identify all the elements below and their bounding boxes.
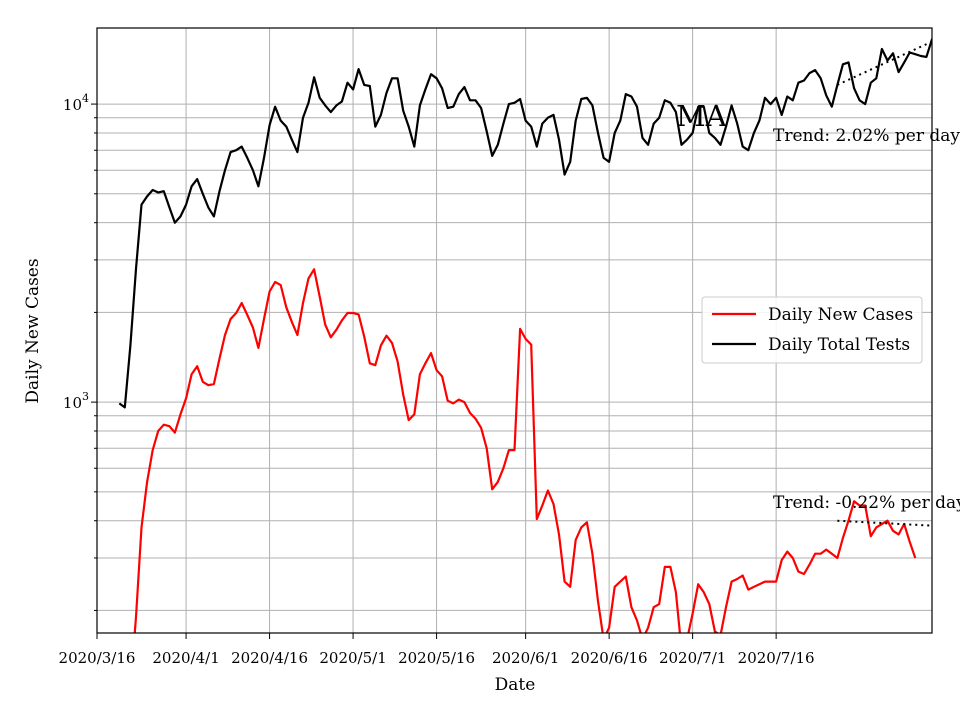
x-tick-label: 2020/5/1 bbox=[319, 649, 386, 667]
x-axis-label: Date bbox=[495, 675, 536, 695]
x-tick-label: 2020/7/16 bbox=[738, 649, 815, 667]
y-tick-base: 10 bbox=[63, 394, 82, 412]
y-tick-exponent: 4 bbox=[82, 92, 89, 105]
y-tick-exponent: 3 bbox=[82, 390, 89, 403]
trend-lines bbox=[836, 40, 932, 527]
legend-box bbox=[701, 296, 923, 364]
trend-line-cases bbox=[837, 519, 932, 527]
x-tick-label: 2020/7/1 bbox=[659, 649, 726, 667]
plot-frame bbox=[96, 27, 933, 634]
axis-ticks bbox=[91, 103, 777, 639]
tests-trend-annotation: Trend: 2.02% per day bbox=[773, 126, 960, 146]
series-group bbox=[118, 38, 932, 633]
y-tick-base: 10 bbox=[63, 96, 82, 114]
legend: Daily New Cases Daily Total Tests bbox=[701, 296, 923, 364]
y-tick-label: 103 bbox=[63, 390, 89, 412]
x-tick-label: 2020/4/16 bbox=[231, 649, 308, 667]
y-tick-label: 104 bbox=[63, 92, 89, 114]
series-line-daily-new-cases bbox=[133, 268, 917, 633]
legend-label-cases: Daily New Cases bbox=[768, 305, 913, 325]
series-line-daily-total-tests bbox=[118, 38, 932, 409]
x-tick-label: 2020/6/16 bbox=[571, 649, 648, 667]
x-tick-labels: 2020/3/16 2020/4/1 2020/4/16 2020/5/1 2020/5… bbox=[59, 649, 815, 667]
cases-trend-annotation: Trend: -0.22% per day bbox=[773, 493, 960, 513]
x-tick-label: 2020/4/1 bbox=[152, 649, 219, 667]
state-annotation: MA bbox=[676, 99, 728, 133]
x-tick-label: 2020/3/16 bbox=[59, 649, 136, 667]
x-tick-label: 2020/5/16 bbox=[398, 649, 475, 667]
y-axis-label: Daily New Cases bbox=[23, 258, 43, 403]
legend-label-tests: Daily Total Tests bbox=[768, 335, 910, 355]
x-tick-label: 2020/6/1 bbox=[492, 649, 559, 667]
